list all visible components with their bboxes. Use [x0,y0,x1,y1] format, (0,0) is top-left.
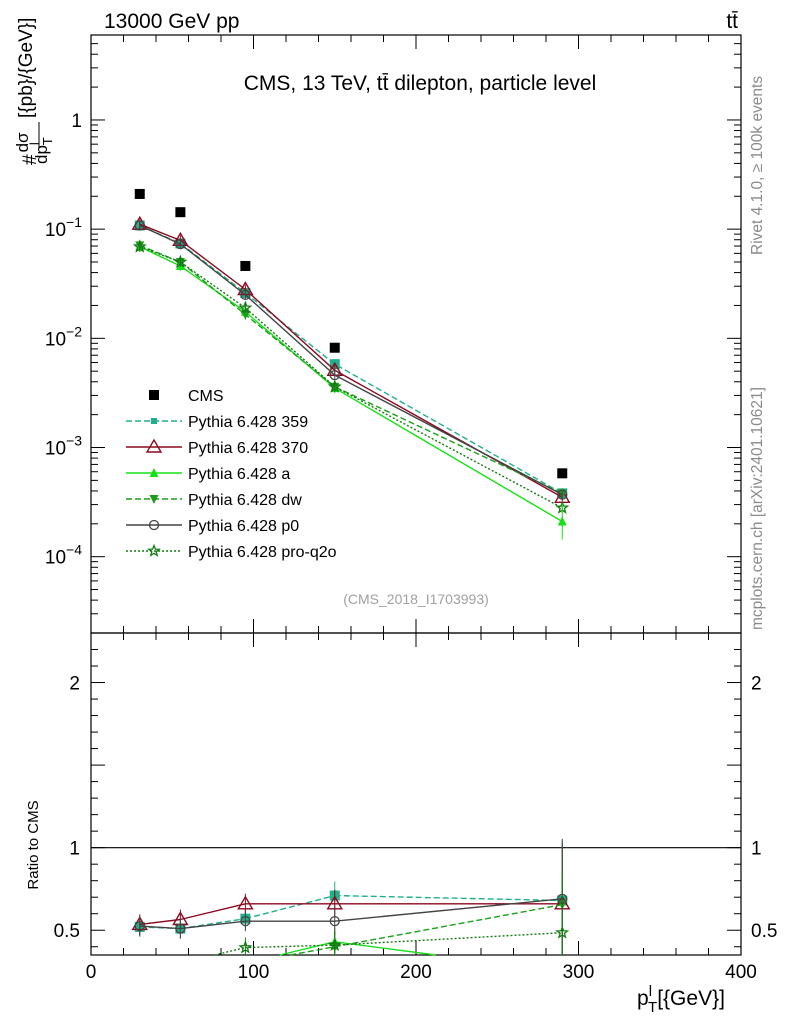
ratio-y-tick-label-right: 1 [751,839,762,860]
ratio-y-tick-label-left: 0.5 [54,921,80,942]
ratio-segment [214,946,246,956]
ratio-segment [139,925,181,930]
x-axis-label: pl T[{GeV}] [637,983,725,1016]
x-tick-label: 200 [400,962,432,983]
ratio-segment [334,941,436,956]
ratio-y-tick-label-left: 1 [69,839,80,860]
legend-entry: Pythia 6.428 370 [126,438,308,457]
marker-triangle-down [240,310,250,320]
legend-entry: Pythia 6.428 359 [126,414,308,431]
x-tick-label: 0 [86,962,97,983]
legend-label: Pythia 6.428 p0 [188,518,299,535]
marker-square [134,188,145,199]
marker-circle-open [557,489,568,500]
ratio-segment [279,941,335,956]
y-tick-label: 10−2 [45,323,82,350]
marker-circle-open [240,289,251,301]
marker-star [147,543,161,557]
marker-circle-open [329,915,340,927]
ratio-segment [180,920,246,930]
y-tick-label: 10−1 [45,214,82,241]
ratio-y-tick-label-right: 0.5 [751,921,777,942]
analysis-tag: (CMS_2018_I1703993) [343,591,489,607]
marker-circle-open [134,220,145,231]
legend-entry: Pythia 6.428 a [126,466,290,483]
ratio-series-pythia-6-428-pro-q2o [214,872,570,956]
legend-entry: Pythia 6.428 pro-q2o [126,543,337,561]
marker-triangle-open [237,895,254,910]
ratio-segment [245,894,335,920]
marker-star [238,300,253,314]
ratio-plot-frame [90,632,742,956]
axes-layer: 0 100 200 300 400 1 10−1 10−2 10−3 10−4 0.5 0.5 1 1 2 2 [45,34,777,983]
y-tick-label: 10−3 [45,433,82,460]
marker-star [173,254,188,269]
ratio-segment [245,944,335,949]
legend-entry: CMS [149,388,224,405]
marker-star [555,925,570,939]
legend-label: CMS [188,388,224,405]
marker-star [132,239,147,253]
marker-circle-open [240,915,251,927]
series-pythia-6-428-pro-q2o [132,239,570,514]
marker-circle-open [175,238,186,250]
main-y-axis-label: #dσ dplT [{pb}/{GeV}] [13,18,55,165]
marker-square [149,390,159,400]
chart-title: CMS, 13 TeV, tt̄ dilepton, particle leve… [244,72,597,95]
marker-star [327,937,342,952]
ratio-series-pythia-6-428-370 [131,843,571,955]
legend-entry: Pythia 6.428 p0 [126,518,299,535]
legend-label: Pythia 6.428 dw [188,492,302,509]
ratio-segment [334,932,563,946]
ratio-plot-layer [91,838,741,956]
ratio-series-pythia-6-428-p0 [134,838,568,955]
legend-label: Pythia 6.428 pro-q2o [188,544,337,561]
series-line [139,246,563,509]
marker-star [238,940,253,954]
y-tick-label: 10−4 [45,542,82,569]
main-plot-layer [131,188,571,540]
marker-square [240,260,251,271]
ratio-segment [334,898,563,922]
marker-circle-open [175,923,186,934]
legend-entry: Pythia 6.428 dw [126,492,302,509]
legend-label: Pythia 6.428 370 [188,440,308,457]
marker-square [329,342,340,353]
marker-triangle-down [149,495,159,504]
svg-text:[{pb}/{GeV}]: [{pb}/{GeV}] [16,18,37,118]
rivet-version-label: Rivet 4.1.0, ≥ 100k events [749,76,766,255]
marker-square [557,468,568,479]
header-process-label: tt̄ [726,10,738,33]
legend: CMS Pythia 6.428 359 Pythia 6.428 370 Pythi… [126,388,337,561]
ratio-segment [289,946,335,956]
marker-star [327,379,342,393]
ratio-y-tick-label-right: 2 [751,674,762,695]
x-tick-label: 100 [238,962,270,983]
legend-label: Pythia 6.428 359 [188,414,308,431]
series-pythia-6-428-p0 [134,220,568,500]
marker-triangle-open [145,438,163,453]
ratio-segment [180,903,246,921]
x-tick-label: 400 [725,962,757,983]
marker-square [151,418,157,424]
x-tick-label: 300 [563,962,595,983]
marker-circle-open [134,920,145,932]
marker-square [175,207,186,218]
marker-circle-open [148,519,160,531]
header-energy-label: 13000 GeV pp [104,10,239,33]
ratio-y-tick-label-left: 2 [69,674,80,695]
mcplots-label: mcplots.cern.ch [arXiv:2401.10621] [749,387,766,630]
marker-triangle [149,468,159,477]
ratio-segment [139,918,181,926]
svg-text:plT[{GeV}]: pl T[{GeV}] [637,983,725,1016]
legend-label: Pythia 6.428 a [188,466,290,483]
ratio-y-axis-label: Ratio to CMS [25,800,42,889]
y-tick-label: 1 [71,111,82,132]
svg-text:#dσ: #dσ [13,132,41,165]
ratio-segment [334,894,563,902]
ratio-series-pythia-6-428-359 [134,840,568,955]
ratio-segment [334,903,563,948]
